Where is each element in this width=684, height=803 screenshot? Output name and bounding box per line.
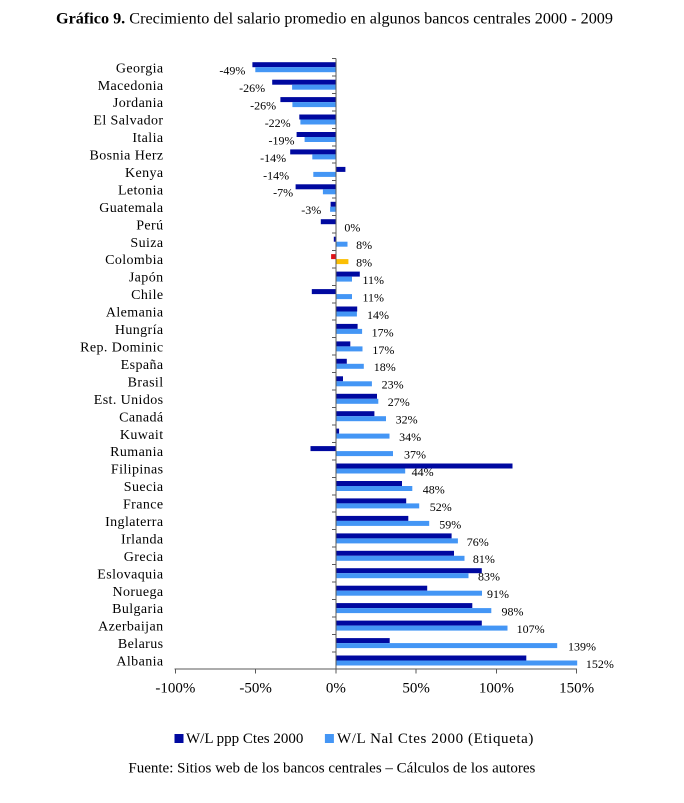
svg-text:8%: 8% [356,238,372,252]
svg-text:37%: 37% [404,448,426,462]
svg-text:Eslovaquia: Eslovaquia [97,567,164,582]
svg-text:Inglaterra: Inglaterra [105,515,164,530]
svg-text:Canadá: Canadá [119,410,164,425]
svg-text:107%: 107% [517,622,545,636]
svg-text:152%: 152% [586,657,614,671]
svg-text:-14%: -14% [260,151,286,165]
svg-text:34%: 34% [399,430,421,444]
svg-text:Belarus: Belarus [118,637,164,652]
svg-text:-100%: -100% [155,680,195,696]
svg-text:-22%: -22% [265,116,291,130]
svg-text:Rumania: Rumania [110,445,164,460]
svg-text:Letonia: Letonia [118,183,164,198]
svg-text:Italia: Italia [132,131,164,146]
svg-text:Brasil: Brasil [128,375,164,390]
svg-text:Kenya: Kenya [125,166,164,181]
svg-text:91%: 91% [487,587,509,601]
svg-text:50%: 50% [402,680,430,696]
svg-text:Suiza: Suiza [130,236,163,251]
svg-text:0%: 0% [326,680,346,696]
svg-text:-50%: -50% [239,680,272,696]
svg-text:32%: 32% [396,413,418,427]
svg-text:France: France [123,498,164,513]
svg-text:0%: 0% [344,221,360,235]
svg-text:-19%: -19% [269,133,295,147]
svg-text:-7%: -7% [273,186,293,200]
svg-text:59%: 59% [439,517,461,531]
svg-text:Jordania: Jordania [113,96,164,111]
svg-text:17%: 17% [372,325,394,339]
svg-text:Colombia: Colombia [105,253,164,268]
svg-text:Bulgaria: Bulgaria [112,602,164,617]
svg-text:Bosnia Herz: Bosnia Herz [90,149,164,164]
svg-text:48%: 48% [423,482,445,496]
svg-text:8%: 8% [356,256,372,270]
svg-text:Noruega: Noruega [112,585,163,600]
svg-text:52%: 52% [430,500,452,514]
svg-text:139%: 139% [568,640,596,654]
svg-text:Guatemala: Guatemala [99,201,164,216]
svg-text:98%: 98% [502,605,524,619]
svg-text:76%: 76% [467,535,489,549]
svg-text:Irlanda: Irlanda [121,532,164,547]
svg-text:11%: 11% [363,291,385,305]
svg-text:-3%: -3% [301,203,321,217]
svg-text:Fuente: Sitios web de los banc: Fuente: Sitios web de los bancos central… [128,761,535,777]
svg-text:-26%: -26% [239,81,265,95]
svg-text:Macedonia: Macedonia [98,79,164,94]
svg-text:-49%: -49% [219,64,245,78]
svg-text:España: España [121,358,164,373]
svg-text:23%: 23% [382,378,404,392]
svg-text:Alemania: Alemania [106,306,164,321]
svg-text:W/L Nal Ctes 2000 (Etiqueta): W/L Nal Ctes 2000 (Etiqueta) [337,731,534,747]
svg-text:Hungría: Hungría [115,323,164,338]
svg-text:100%: 100% [479,680,514,696]
svg-text:Est. Unidos: Est. Unidos [94,393,164,408]
svg-text:44%: 44% [412,465,434,479]
svg-text:Albania: Albania [116,655,164,670]
svg-text:Chile: Chile [131,288,163,303]
svg-text:Kuwait: Kuwait [120,428,164,443]
svg-text:Japón: Japón [129,271,164,286]
svg-text:18%: 18% [374,360,396,374]
svg-text:Georgia: Georgia [116,61,164,76]
svg-text:Filipinas: Filipinas [111,463,164,478]
svg-text:150%: 150% [559,680,594,696]
svg-text:W/L ppp Ctes 2000: W/L ppp Ctes 2000 [186,731,303,747]
svg-text:Gráfico 9. Crecimiento del sal: Gráfico 9. Crecimiento del salario prome… [56,10,613,28]
svg-text:83%: 83% [478,570,500,584]
svg-text:Grecia: Grecia [124,550,164,565]
svg-text:11%: 11% [363,273,385,287]
svg-text:Rep. Dominic: Rep. Dominic [80,341,163,356]
svg-text:27%: 27% [388,395,410,409]
svg-text:17%: 17% [372,343,394,357]
svg-text:Perú: Perú [136,218,163,233]
svg-text:81%: 81% [473,552,495,566]
svg-text:El Salvador: El Salvador [93,114,163,129]
svg-text:Azerbaijan: Azerbaijan [98,620,163,635]
svg-text:-14%: -14% [263,168,289,182]
svg-text:-26%: -26% [250,99,276,113]
svg-text:Suecia: Suecia [124,480,164,495]
svg-text:14%: 14% [367,308,389,322]
